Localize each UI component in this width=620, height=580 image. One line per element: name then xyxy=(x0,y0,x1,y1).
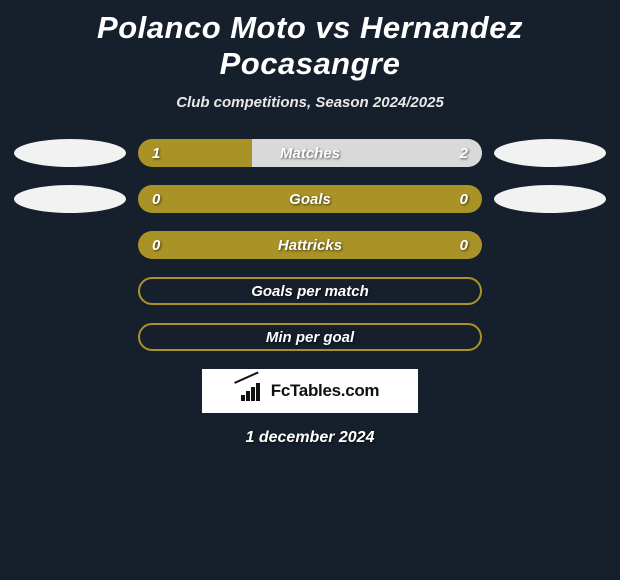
stat-bar: 0 Hattricks 0 xyxy=(138,231,482,259)
stat-value-left: 0 xyxy=(152,237,160,254)
player-oval-right xyxy=(494,139,606,167)
bar-chart-icon xyxy=(241,381,265,401)
logo-box: FcTables.com xyxy=(202,369,418,413)
player-oval-left xyxy=(14,139,126,167)
spacer xyxy=(494,323,606,351)
spacer xyxy=(14,231,126,259)
stat-row: Min per goal xyxy=(0,323,620,351)
date-text: 1 december 2024 xyxy=(0,429,620,447)
stats-infographic: Polanco Moto vs Hernandez Pocasangre Clu… xyxy=(0,0,620,447)
stat-row: 1 Matches 2 xyxy=(0,139,620,167)
logo-text: FcTables.com xyxy=(271,381,380,401)
player-oval-right xyxy=(494,185,606,213)
stat-label: Min per goal xyxy=(266,329,354,346)
page-subtitle: Club competitions, Season 2024/2025 xyxy=(0,94,620,111)
stat-bar: Min per goal xyxy=(138,323,482,351)
stat-bar: 1 Matches 2 xyxy=(138,139,482,167)
stat-bar: Goals per match xyxy=(138,277,482,305)
stat-label: Matches xyxy=(280,145,340,162)
stat-label: Hattricks xyxy=(278,237,342,254)
stat-label: Goals per match xyxy=(251,283,369,300)
stat-value-left: 0 xyxy=(152,191,160,208)
stat-value-right: 2 xyxy=(460,145,468,162)
stat-value-right: 0 xyxy=(460,237,468,254)
stat-row: 0 Goals 0 xyxy=(0,185,620,213)
stat-value-right: 0 xyxy=(460,191,468,208)
stat-row: Goals per match xyxy=(0,277,620,305)
spacer xyxy=(494,231,606,259)
stat-rows: 1 Matches 2 0 Goals 0 0 Hattricks 0 Goals per mat… xyxy=(0,139,620,351)
stat-bar: 0 Goals 0 xyxy=(138,185,482,213)
spacer xyxy=(14,277,126,305)
stat-row: 0 Hattricks 0 xyxy=(0,231,620,259)
player-oval-left xyxy=(14,185,126,213)
page-title: Polanco Moto vs Hernandez Pocasangre xyxy=(0,4,620,84)
stat-value-left: 1 xyxy=(152,145,160,162)
stat-label: Goals xyxy=(289,191,331,208)
spacer xyxy=(494,277,606,305)
spacer xyxy=(14,323,126,351)
